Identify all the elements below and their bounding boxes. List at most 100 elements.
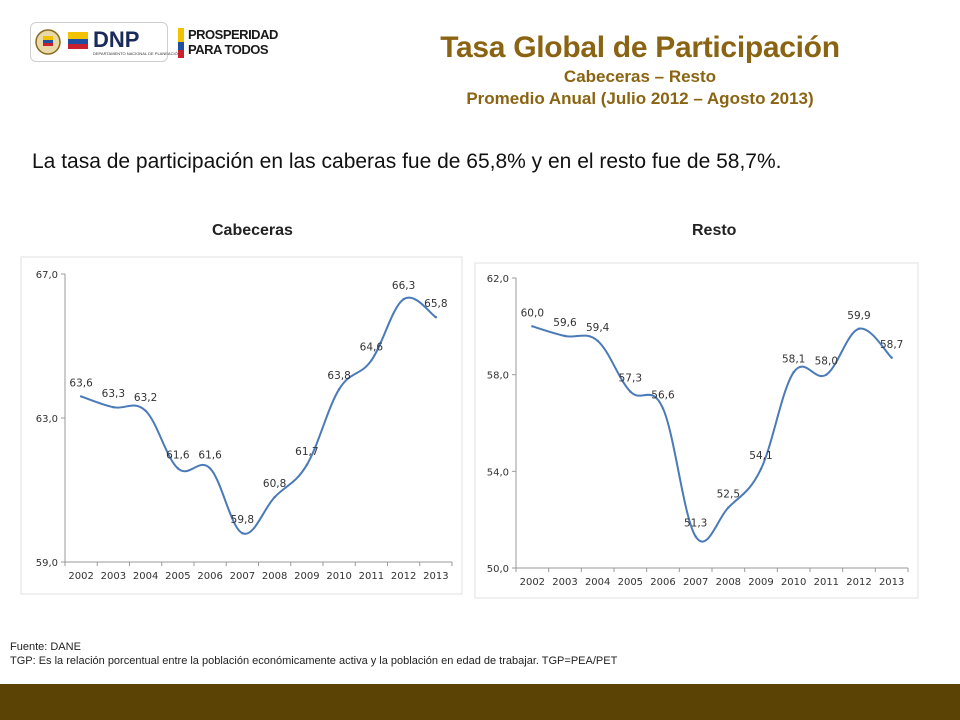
data-label: 59,4 (586, 322, 610, 334)
slide-period: Promedio Anual (Julio 2012 – Agosto 2013… (466, 89, 814, 108)
data-label: 60,0 (521, 307, 544, 319)
x-tick-label: 2011 (359, 571, 384, 582)
data-label: 58,1 (782, 353, 805, 365)
chart-resto-svg: 50,0 54,0 58,0 62,0 2002 2003 2004 2005 2006 2007… (474, 262, 919, 599)
chart-frame (474, 262, 919, 599)
data-label: 58,0 (815, 356, 838, 368)
data-point (825, 373, 828, 376)
dnp-logo-subtext: DEPARTAMENTO NACIONAL DE PLANEACIÓN (93, 51, 181, 56)
data-point (531, 325, 534, 328)
data-point (144, 409, 147, 412)
x-tick-label: 2004 (133, 571, 158, 582)
x-tick-label: 2013 (423, 571, 448, 582)
footer: Fuente: DANE TGP: Es la relación porcent… (10, 640, 617, 668)
x-tick-label: 2012 (846, 577, 871, 588)
data-label: 59,8 (231, 514, 254, 526)
bottom-bar (0, 684, 960, 720)
data-point (563, 334, 567, 338)
y-tick-label: 67,0 (36, 270, 58, 281)
data-point (661, 407, 665, 410)
x-tick-label: 2013 (879, 577, 904, 588)
data-label: 60,8 (263, 478, 286, 490)
chart-cabeceras-svg: 59,0 63,0 67,0 2002 2003 2004 2005 2006 2007 2008… (20, 256, 463, 595)
data-label: 63,2 (134, 392, 157, 404)
x-tick-label: 2004 (585, 577, 610, 588)
data-label: 61,7 (295, 446, 318, 458)
flag-stripe-icon (178, 28, 184, 58)
data-label: 58,7 (880, 339, 903, 351)
data-point (112, 406, 115, 409)
x-tick-label: 2007 (230, 571, 255, 582)
prosperidad-logo: PROSPERIDAD PARA TODOS (178, 24, 298, 60)
footer-source: Fuente: DANE (10, 641, 81, 653)
data-point (792, 371, 795, 374)
x-tick-label: 2010 (781, 577, 806, 588)
slide-subtitle: Cabeceras – Resto (563, 67, 717, 86)
data-point (694, 535, 697, 538)
prosperidad-logo-line2: PARA TODOS (188, 42, 269, 57)
dnp-logo-text: DNP (93, 27, 140, 52)
colombia-shield-icon (35, 29, 88, 55)
x-tick-label: 2006 (650, 577, 675, 588)
data-label: 61,6 (198, 449, 222, 461)
x-tick-label: 2009 (748, 577, 773, 588)
data-label: 57,3 (619, 373, 642, 385)
header-logos: DNP DEPARTAMENTO NACIONAL DE PLANEACIÓN … (30, 22, 300, 62)
slide-title-block: Tasa Global de Participación Cabeceras –… (380, 30, 900, 110)
data-point (337, 388, 341, 391)
chart-resto: 50,0 54,0 58,0 62,0 2002 2003 2004 2005 2006 2007… (474, 262, 920, 600)
data-point (370, 359, 373, 362)
x-tick-label: 2012 (391, 571, 416, 582)
x-tick-label: 2005 (165, 571, 190, 582)
data-label: 59,9 (847, 310, 870, 322)
x-tick-label: 2008 (716, 577, 741, 588)
y-tick-label: 62,0 (487, 274, 509, 285)
data-label: 51,3 (684, 518, 707, 530)
y-tick-label: 50,0 (487, 564, 509, 575)
chart-cabeceras: 59,0 63,0 67,0 2002 2003 2004 2005 2006 2007 2008… (20, 256, 464, 596)
x-tick-label: 2002 (520, 577, 545, 588)
data-label: 63,3 (102, 388, 125, 400)
x-tick-label: 2006 (197, 571, 222, 582)
y-tick-label: 58,0 (487, 371, 509, 382)
data-point (629, 390, 632, 393)
data-point (434, 316, 438, 319)
chart-frame (20, 256, 463, 595)
data-label: 66,3 (392, 280, 415, 292)
x-tick-label: 2009 (294, 571, 319, 582)
data-label: 52,5 (717, 489, 740, 501)
footer-note: TGP: Es la relación porcentual entre la … (10, 655, 618, 667)
data-point (79, 395, 83, 398)
chart-title-resto: Resto (692, 222, 737, 239)
x-tick-label: 2011 (814, 577, 839, 588)
chart-title-cabeceras: Cabeceras (212, 222, 293, 239)
data-point (596, 339, 599, 343)
data-label: 64,6 (360, 341, 384, 353)
summary-text: La tasa de participación en las caberas … (32, 150, 782, 173)
y-tick-label: 63,0 (36, 414, 58, 425)
data-point (273, 496, 276, 499)
data-label: 59,6 (553, 317, 577, 329)
data-point (305, 463, 309, 466)
data-point (241, 532, 244, 535)
prosperidad-logo-line1: PROSPERIDAD (188, 27, 278, 42)
x-tick-label: 2007 (683, 577, 708, 588)
data-label: 63,6 (69, 377, 93, 389)
x-tick-label: 2010 (326, 571, 351, 582)
x-tick-label: 2003 (552, 577, 577, 588)
slide-title: Tasa Global de Participación (440, 31, 840, 64)
data-label: 63,8 (327, 370, 350, 382)
data-label: 65,8 (424, 298, 447, 310)
data-label: 54,1 (749, 450, 772, 462)
data-label: 56,6 (651, 390, 675, 402)
data-point (857, 327, 861, 330)
y-tick-label: 54,0 (487, 467, 509, 478)
y-tick-label: 59,0 (36, 558, 58, 569)
x-tick-label: 2005 (618, 577, 643, 588)
x-tick-label: 2003 (101, 571, 126, 582)
data-point (759, 467, 763, 471)
data-point (208, 467, 212, 470)
data-label: 61,6 (166, 449, 190, 461)
data-point (727, 506, 730, 509)
data-point (890, 356, 893, 359)
